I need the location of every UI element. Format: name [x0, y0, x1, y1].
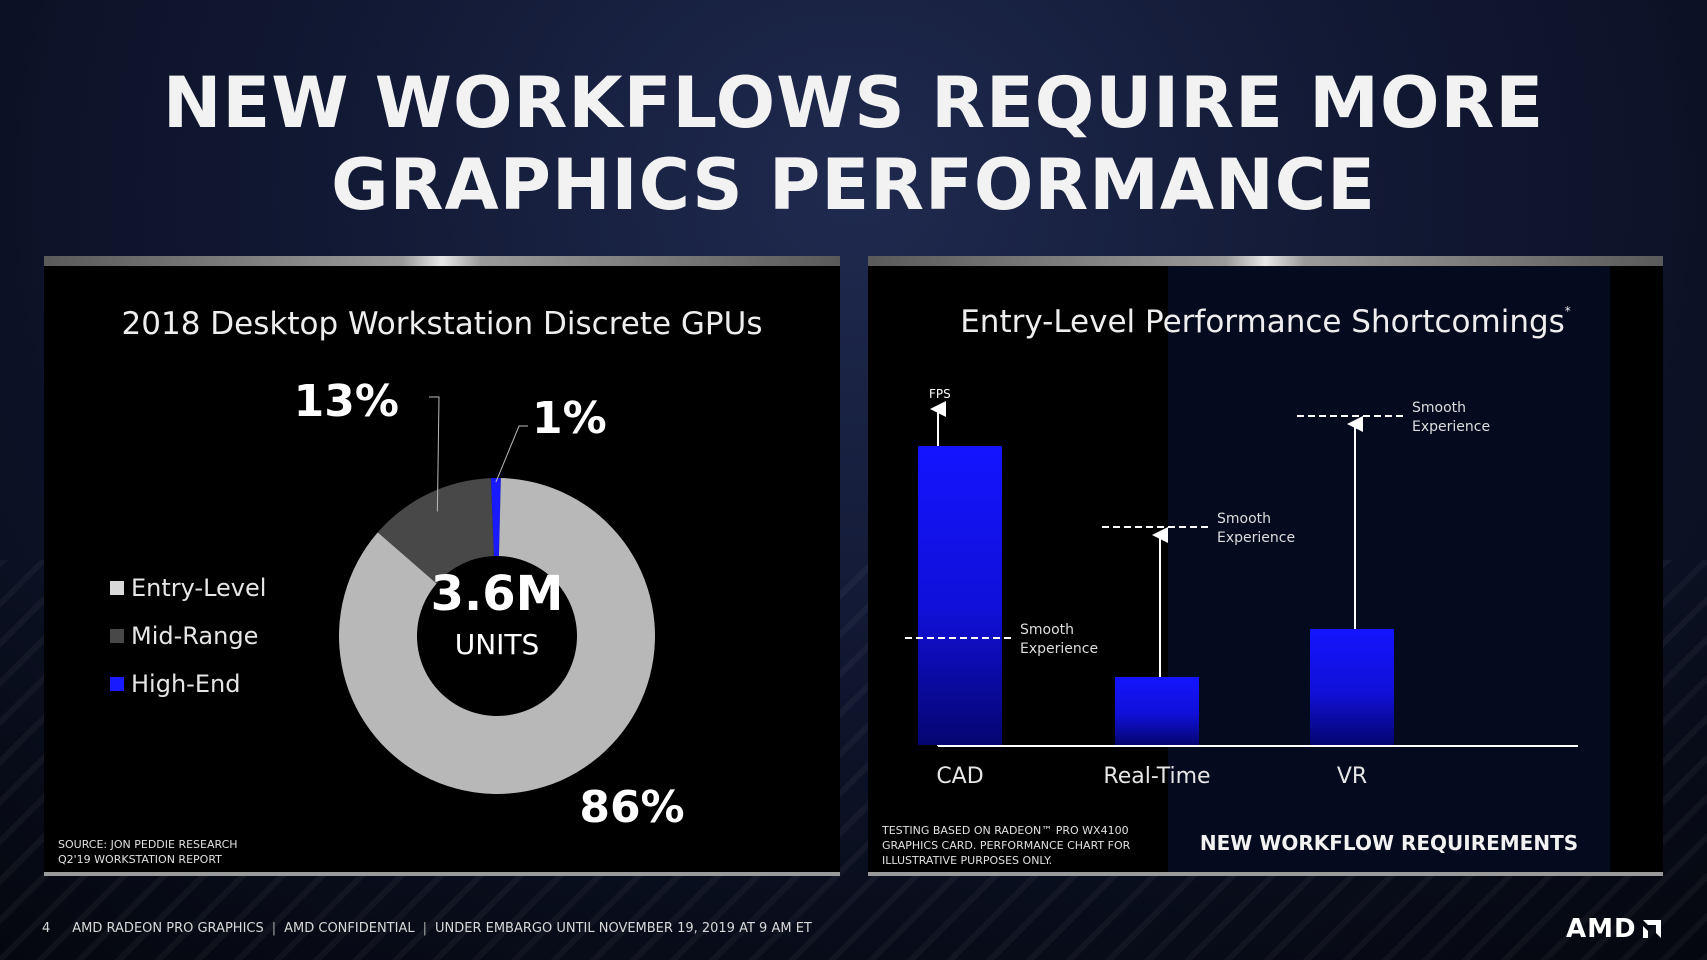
- disclaimer-line-3: ILLUSTRATIVE PURPOSES ONLY.: [882, 854, 1053, 867]
- smooth-label-line-2: Experience: [1412, 419, 1490, 435]
- gpu-share-panel: 2018 Desktop Workstation Discrete GPUs 1…: [44, 256, 840, 876]
- page-number: 4: [42, 921, 51, 936]
- slide-title-line-1: NEW WORKFLOWS REQUIRE MORE: [162, 62, 1545, 144]
- x-tick-label: VR: [1337, 764, 1367, 789]
- disclaimer-line-2: GRAPHICS CARD. PERFORMANCE CHART FOR: [882, 839, 1131, 852]
- footer-separator: |: [422, 921, 427, 936]
- legend-label: Mid-Range: [131, 622, 259, 650]
- bar-cad: [918, 446, 1002, 745]
- donut-legend: Entry-Level Mid-Range High-End: [110, 564, 266, 708]
- panel-top-bar: [868, 256, 1663, 266]
- legend-swatch: [110, 581, 124, 595]
- donut-chart-title: 2018 Desktop Workstation Discrete GPUs: [121, 306, 763, 342]
- panel-bottom-bar: [44, 872, 840, 876]
- bar-vr: [1310, 629, 1394, 745]
- source-note-line-1: SOURCE: JON PEDDIE RESEARCH: [58, 838, 238, 851]
- bar-chart-title: Entry-Level Performance Shortcomings*: [868, 304, 1663, 340]
- donut-chart: 13% 1% 86% 3.6M UNITS: [294, 376, 685, 833]
- legend-swatch: [110, 677, 124, 691]
- donut-center-unit: UNITS: [455, 628, 540, 661]
- amd-arrow-icon: [1642, 920, 1661, 938]
- donut-data-label: 13%: [294, 376, 399, 427]
- amd-logo: AMD: [1566, 914, 1663, 944]
- donut-center-value: 3.6M: [431, 566, 564, 622]
- source-note: SOURCE: JON PEDDIE RESEARCH Q2'19 WORKST…: [58, 837, 238, 867]
- bar-chart-title-mark: *: [1564, 304, 1571, 318]
- requirements-label: NEW WORKFLOW REQUIREMENTS: [1199, 831, 1579, 855]
- legend-item: High-End: [110, 660, 266, 708]
- footer-item: AMD CONFIDENTIAL: [284, 921, 415, 936]
- legend-item: Entry-Level: [110, 564, 266, 612]
- donut-data-label: 1%: [532, 393, 607, 444]
- donut-slice-high-end: [490, 478, 501, 557]
- footer: 4 AMD RADEON PRO GRAPHICS | AMD CONFIDEN…: [42, 921, 812, 936]
- requirements-zone: [1168, 266, 1610, 872]
- disclaimer-note: TESTING BASED ON RADEON™ PRO WX4100 GRAP…: [882, 823, 1130, 868]
- disclaimer-line-1: TESTING BASED ON RADEON™ PRO WX4100: [882, 824, 1129, 837]
- smooth-label-line-1: Smooth: [1217, 511, 1271, 527]
- source-note-line-2: Q2'19 WORKSTATION REPORT: [58, 853, 222, 866]
- panel-top-bar: [44, 256, 840, 266]
- legend-item: Mid-Range: [110, 612, 266, 660]
- x-tick-label: CAD: [936, 764, 983, 789]
- smooth-label-line-2: Experience: [1217, 530, 1295, 546]
- slide-title: NEW WORKFLOWS REQUIRE MORE GRAPHICS PERF…: [0, 62, 1707, 226]
- footer-separator: |: [271, 921, 277, 936]
- amd-logo-text: AMD: [1566, 914, 1637, 944]
- bar-chart: FPS Smooth Experience Smooth Experience Smoo…: [905, 387, 1578, 789]
- legend-label: Entry-Level: [131, 574, 267, 602]
- footer-item: UNDER EMBARGO UNTIL NOVEMBER 19, 2019 AT…: [434, 921, 812, 936]
- legend-swatch: [110, 629, 124, 643]
- panel-bottom-bar: [868, 872, 1663, 876]
- bar-chart-title-text: Entry-Level Performance Shortcomings: [960, 304, 1565, 340]
- donut-leader-line: [495, 425, 528, 483]
- legend-label: High-End: [131, 670, 241, 698]
- performance-panel: Entry-Level Performance Shortcomings* FP…: [868, 256, 1663, 876]
- donut-slice-mid-range: [377, 478, 494, 584]
- donut-slice-entry-level: [339, 478, 656, 794]
- donut-data-label: 86%: [579, 782, 684, 833]
- bar-real-time: [1115, 677, 1199, 745]
- smooth-label-line-1: Smooth: [1020, 622, 1074, 638]
- x-tick-label: Real-Time: [1103, 764, 1210, 789]
- y-axis-label: FPS: [929, 387, 951, 401]
- slide-title-line-2: GRAPHICS PERFORMANCE: [331, 144, 1376, 226]
- smooth-label-line-1: Smooth: [1412, 400, 1466, 416]
- smooth-label-line-2: Experience: [1020, 641, 1098, 657]
- donut-leader-line: [429, 396, 440, 512]
- footer-item: AMD RADEON PRO GRAPHICS: [72, 921, 264, 936]
